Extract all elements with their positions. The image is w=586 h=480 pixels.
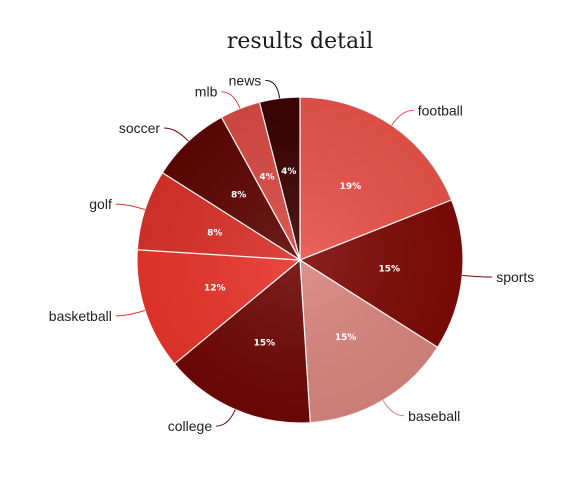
percentage-label-golf: 8% <box>207 228 222 238</box>
category-label-sports: sports <box>496 269 534 285</box>
leader-line-golf <box>115 203 146 211</box>
category-label-baseball: baseball <box>408 408 460 424</box>
percentage-labels: 19% 15% 15% 15% 12% 8% 8% 4% 4% <box>204 167 400 348</box>
category-label-basketball: basketball <box>49 308 112 324</box>
leader-line-basketball <box>115 309 146 317</box>
leader-lines <box>115 79 493 427</box>
category-label-golf: golf <box>89 196 112 212</box>
category-label-college: college <box>168 418 213 434</box>
pie-slices <box>136 96 464 424</box>
leader-line-baseball <box>382 400 405 417</box>
percentage-label-football: 19% <box>340 182 362 192</box>
percentage-label-baseball: 15% <box>335 333 357 343</box>
category-label-news: news <box>229 72 262 88</box>
leader-line-news <box>265 79 281 99</box>
category-label-soccer: soccer <box>119 120 161 136</box>
percentage-label-news: 4% <box>281 167 296 177</box>
category-label-football: football <box>418 102 463 118</box>
percentage-label-basketball: 12% <box>204 284 226 294</box>
leader-line-college <box>216 409 236 427</box>
percentage-label-soccer: 8% <box>231 191 246 201</box>
category-labels: football sports baseball college basketball g… <box>49 72 535 434</box>
percentage-label-college: 15% <box>254 338 276 348</box>
chart-title: results detail <box>227 29 373 54</box>
percentage-label-sports: 15% <box>378 264 400 274</box>
leader-line-sports <box>462 274 493 278</box>
leader-line-football <box>391 109 414 126</box>
category-label-mlb: mlb <box>195 84 218 100</box>
percentage-label-mlb: 4% <box>259 173 274 183</box>
leader-line-soccer <box>164 127 189 142</box>
leader-line-mlb <box>221 91 241 109</box>
